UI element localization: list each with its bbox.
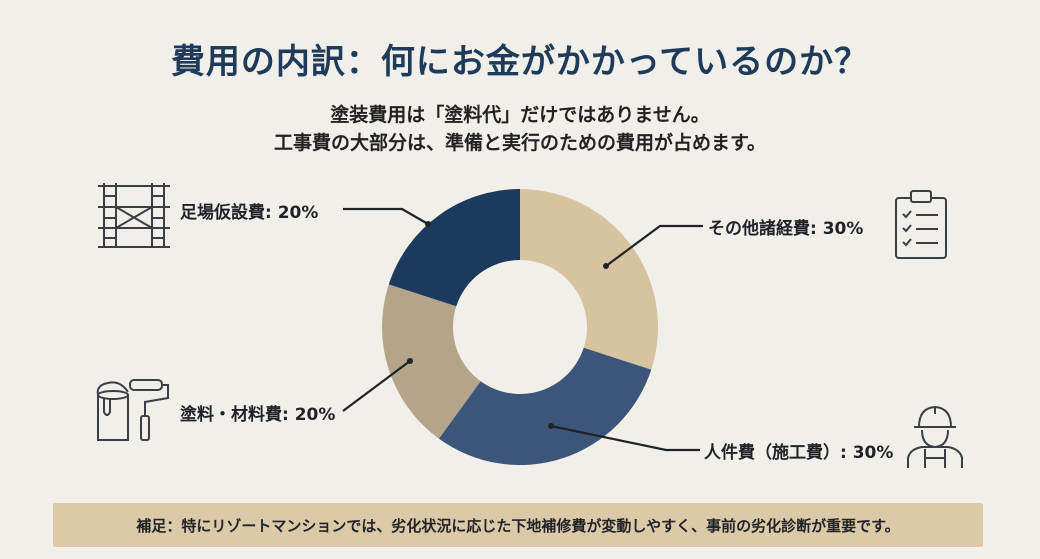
leader-dot-scaffold	[425, 221, 431, 227]
leader-line-labor	[550, 424, 700, 452]
footnote-banner: 補足：特にリゾートマンションでは、劣化状況に応じた下地補修費が変動しやすく、事前…	[53, 503, 983, 547]
leader-dot-other	[603, 263, 609, 269]
leader-line-scaffold	[343, 207, 429, 225]
leader-dot-material	[407, 358, 413, 364]
label-other-expenses: その他諸経費: 30%	[708, 219, 864, 239]
label-scaffold: 足場仮設費: 20%	[180, 203, 319, 223]
slice-material	[382, 284, 481, 439]
label-labor: 人件費（施工費）: 30%	[704, 443, 894, 463]
scaffold-icon	[98, 183, 170, 248]
clipboard-checklist-icon	[895, 190, 947, 259]
leader-line-other	[605, 224, 703, 267]
slice-scaffold	[388, 189, 520, 307]
label-material: 塗料・材料費: 20%	[180, 405, 336, 425]
footnote-text: 補足：特にリゾートマンションでは、劣化状況に応じた下地補修費が変動しやすく、事前…	[136, 516, 900, 535]
subtitle-line-1: 塗装費用は「塗料代」だけではありません。	[330, 104, 710, 126]
slice-other-expenses	[520, 188, 658, 370]
leader-dot-labor	[548, 423, 554, 429]
page-title: 費用の内訳：何にお金がかかっているのか？	[170, 42, 870, 82]
subtitle-line-2: 工事費の大部分は、準備と実行のための費用が占めます。	[273, 132, 767, 154]
leader-line-material	[342, 360, 411, 412]
slice-labor	[438, 347, 652, 465]
paint-bucket-roller-icon	[96, 379, 169, 441]
construction-worker-icon	[907, 405, 963, 468]
